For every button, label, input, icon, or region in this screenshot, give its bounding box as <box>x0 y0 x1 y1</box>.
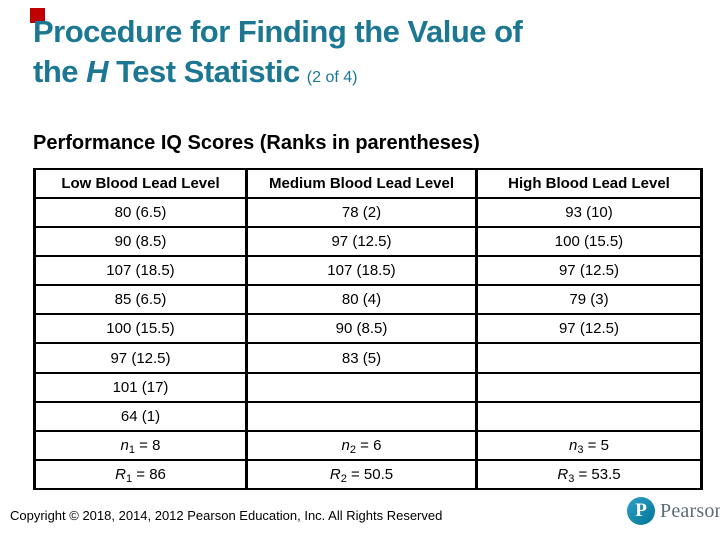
n3-value: = 5 <box>583 436 609 454</box>
page-title-line2: the H Test Statistic (2 of 4) <box>33 52 522 98</box>
table-row: 97 (12.5) 83 (5) <box>33 342 703 374</box>
page-title-line2-post: Test Statistic <box>108 54 300 89</box>
table-row: 64 (1) <box>33 400 703 432</box>
table-cell: 80 (6.5) <box>33 196 248 229</box>
table-cell: 107 (18.5) <box>33 255 248 287</box>
r3-subscript: 3 <box>568 472 575 485</box>
header-row: Low Blood Lead Level Medium Blood Lead L… <box>33 168 703 199</box>
table-cell: 93 (10) <box>475 196 703 229</box>
table-cell: 97 (12.5) <box>475 255 703 287</box>
table-caption: Performance IQ Scores (Ranks in parenthe… <box>33 132 480 154</box>
table-cell <box>475 371 703 403</box>
n3-subscript: 3 <box>577 443 584 456</box>
table-row: 85 (6.5) 80 (4) 79 (3) <box>33 284 703 316</box>
page-title-line2-pre: the <box>33 54 87 89</box>
table-cell: 100 (15.5) <box>33 313 248 345</box>
page-number-suffix: (2 of 4) <box>306 69 358 86</box>
sample-size-cell: n1 = 8 <box>33 429 248 461</box>
table-cell: 80 (4) <box>245 284 478 316</box>
r3-variable: R <box>557 465 569 483</box>
table-cell: 78 (2) <box>245 196 478 229</box>
n2-variable: n <box>341 436 350 454</box>
n1-value: = 8 <box>135 436 161 454</box>
table-cell: 97 (12.5) <box>33 342 248 374</box>
table-cell: 79 (3) <box>475 284 703 316</box>
n3-variable: n <box>569 436 578 454</box>
r1-variable: R <box>115 465 126 483</box>
table-cell: 107 (18.5) <box>245 255 478 287</box>
table-cell <box>475 400 703 432</box>
iq-scores-table: Low Blood Lead Level Medium Blood Lead L… <box>33 168 703 491</box>
n1-variable: n <box>120 436 129 454</box>
table-cell: 90 (8.5) <box>33 226 248 258</box>
n2-subscript: 2 <box>349 443 357 456</box>
rank-sum-row: R1 = 86 R2 = 50.5 R3 = 53.5 <box>33 458 703 491</box>
table-cell <box>475 342 703 374</box>
r1-subscript: 1 <box>125 472 133 485</box>
n2-value: = 6 <box>356 436 382 454</box>
n1-subscript: 1 <box>128 443 136 456</box>
page-title-variable-h: H <box>86 54 109 89</box>
pearson-logo-icon: P <box>627 497 655 525</box>
page-title-line1-text: Procedure for Finding the Value of <box>33 14 523 49</box>
table-row: 107 (18.5) 107 (18.5) 97 (12.5) <box>33 255 703 287</box>
rank-sum-cell: R3 = 53.5 <box>475 458 703 491</box>
sample-size-cell: n2 = 6 <box>245 429 478 461</box>
pearson-wordmark: Pearson <box>660 499 720 522</box>
accent-square <box>30 8 45 23</box>
r1-value: = 86 <box>132 465 166 483</box>
table-cell: 97 (12.5) <box>245 226 478 258</box>
table-row: 90 (8.5) 97 (12.5) 100 (15.5) <box>33 226 703 258</box>
table-cell: 83 (5) <box>245 342 478 374</box>
table-row: 101 (17) <box>33 371 703 403</box>
table-cell: 97 (12.5) <box>475 313 703 345</box>
r2-value: = 50.5 <box>346 465 394 483</box>
sample-size-row: n1 = 8 n2 = 6 n3 = 5 <box>33 429 703 461</box>
table-cell: 101 (17) <box>33 371 248 403</box>
table-cell: 85 (6.5) <box>33 284 248 316</box>
table-cell: 100 (15.5) <box>475 226 703 258</box>
r2-subscript: 2 <box>340 472 347 485</box>
copyright-notice: Copyright © 2018, 2014, 2012 Pearson Edu… <box>10 508 443 523</box>
rank-sum-cell: R1 = 86 <box>33 458 248 491</box>
sample-size-cell: n3 = 5 <box>475 429 703 461</box>
table-cell: 64 (1) <box>33 400 248 432</box>
table-row: 80 (6.5) 78 (2) 93 (10) <box>33 196 703 229</box>
column-header-low: Low Blood Lead Level <box>33 168 248 199</box>
pearson-logo: P Pearson <box>627 496 720 526</box>
r2-variable: R <box>329 465 341 483</box>
page-title-line1: Procedure for Finding the Value of <box>33 12 523 52</box>
column-header-medium: Medium Blood Lead Level <box>245 168 478 199</box>
table-row: 100 (15.5) 90 (8.5) 97 (12.5) <box>33 313 703 345</box>
table-cell: 90 (8.5) <box>245 313 478 345</box>
page-title: Procedure for Finding the Value of the H… <box>33 12 523 98</box>
column-header-high: High Blood Lead Level <box>475 168 703 199</box>
r3-value: = 53.5 <box>574 465 621 483</box>
table-cell <box>245 400 478 432</box>
rank-sum-cell: R2 = 50.5 <box>245 458 478 491</box>
table-cell <box>245 371 478 403</box>
